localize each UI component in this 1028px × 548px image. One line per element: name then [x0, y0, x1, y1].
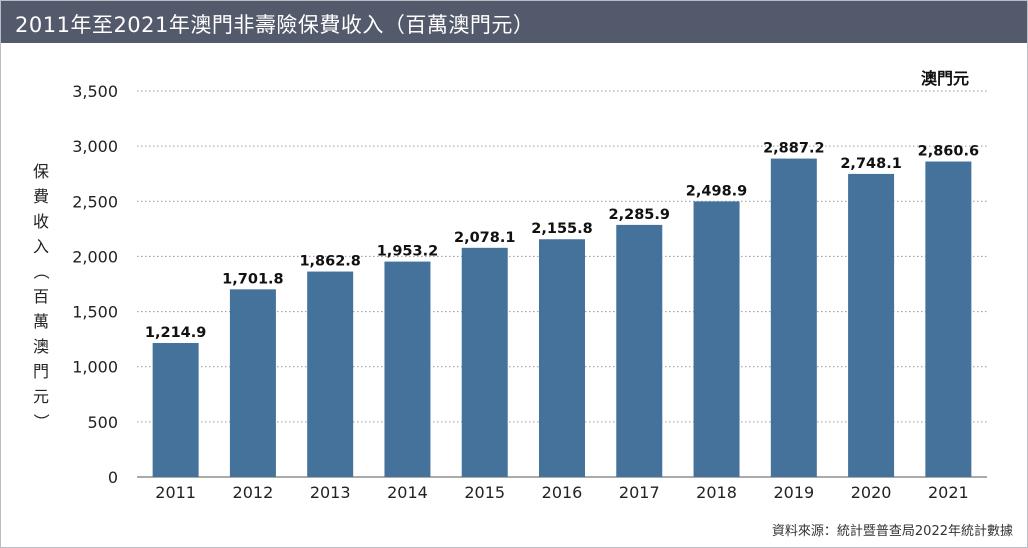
bar	[461, 247, 508, 477]
y-axis-label: 保費收入（百萬澳門元）	[31, 162, 51, 430]
x-tick-label: 2017	[619, 483, 660, 502]
x-tick-label: 2013	[310, 483, 351, 502]
data-label: 1,214.9	[145, 325, 206, 341]
x-tick-label: 2016	[542, 483, 583, 502]
y-tick-label: 500	[87, 413, 118, 432]
bar	[848, 173, 895, 477]
title-bar: 2011年至2021年澳門非壽險保費收入（百萬澳門元）	[1, 1, 1027, 43]
bar	[384, 261, 431, 477]
data-label: 2,078.1	[454, 230, 515, 246]
y-tick-label: 3,000	[72, 137, 118, 156]
y-tick-label: 1,500	[72, 303, 118, 322]
x-tick-label: 2011	[155, 483, 196, 502]
data-label: 2,887.2	[763, 141, 824, 157]
x-tick-label: 2018	[696, 483, 737, 502]
source-note: 資料來源：統計暨普查局2022年統計數據	[771, 524, 1013, 539]
unit-label: 澳門元	[920, 69, 969, 88]
data-label: 2,285.9	[609, 207, 670, 223]
data-label: 2,748.1	[840, 156, 901, 172]
x-tick-label: 2019	[773, 483, 814, 502]
y-tick-label: 2,500	[72, 192, 118, 211]
data-label: 1,953.2	[377, 244, 438, 260]
data-label: 2,860.6	[918, 144, 979, 160]
x-tick-label: 2015	[464, 483, 505, 502]
data-label: 1,701.8	[222, 271, 283, 287]
y-tick-label: 3,500	[72, 82, 118, 101]
data-label: 2,155.8	[531, 221, 592, 237]
x-tick-label: 2020	[851, 483, 892, 502]
bar	[770, 158, 817, 478]
x-tick-label: 2012	[233, 483, 274, 502]
y-tick-label: 0	[108, 468, 118, 487]
x-tick-label: 2021	[928, 483, 969, 502]
bar	[925, 161, 972, 477]
bar	[539, 239, 585, 477]
bar	[616, 224, 663, 477]
bar	[307, 271, 354, 477]
x-tick-label: 2014	[387, 483, 428, 502]
y-tick-label: 1,000	[72, 358, 118, 377]
y-tick-label: 2,000	[72, 247, 118, 266]
bar	[152, 343, 199, 477]
bar	[693, 201, 740, 477]
chart-title: 2011年至2021年澳門非壽險保費收入（百萬澳門元）	[15, 13, 535, 37]
data-label: 2,498.9	[686, 183, 747, 199]
data-label: 1,862.8	[299, 254, 360, 270]
bar	[229, 289, 276, 477]
